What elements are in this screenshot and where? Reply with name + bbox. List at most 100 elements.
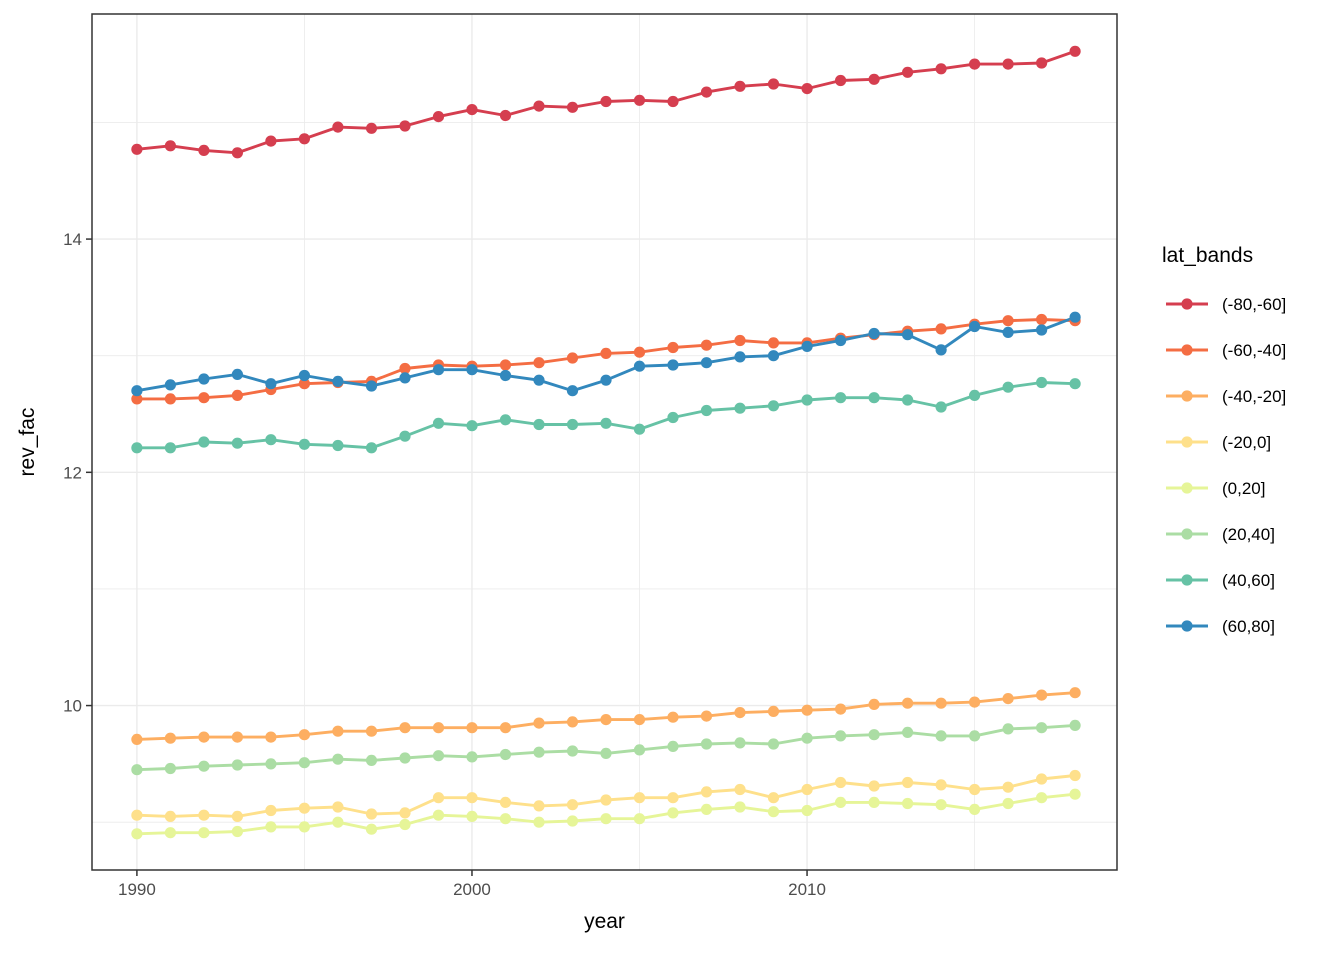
data-point (399, 818, 411, 831)
data-point (667, 411, 679, 424)
y-tick-label: 12 (63, 463, 82, 482)
data-point (902, 329, 914, 341)
data-point (198, 392, 210, 404)
data-point (332, 801, 344, 813)
legend-key-point-icon (1181, 620, 1193, 632)
data-point (801, 340, 813, 352)
data-point (231, 389, 243, 401)
data-point (734, 80, 746, 92)
data-point (332, 753, 344, 765)
data-point (432, 111, 445, 123)
data-point (600, 374, 612, 386)
data-point (935, 63, 947, 75)
data-point (902, 394, 914, 406)
data-point (667, 711, 679, 723)
data-point (466, 810, 478, 823)
data-point (432, 722, 445, 734)
data-point (969, 320, 981, 333)
data-point (801, 394, 813, 406)
data-point (499, 414, 512, 426)
data-point (835, 334, 847, 347)
data-point (1069, 788, 1081, 800)
data-point (700, 803, 713, 816)
legend-label: (-40,-20] (1222, 387, 1286, 406)
data-point (533, 357, 545, 369)
data-point (868, 327, 880, 340)
data-point (365, 754, 378, 767)
data-point (365, 725, 378, 737)
data-point (399, 362, 411, 375)
data-point (298, 802, 310, 814)
data-point (1036, 57, 1048, 69)
data-point (365, 442, 378, 454)
data-point (499, 109, 512, 122)
data-point (164, 762, 176, 775)
data-point (198, 373, 210, 385)
data-point (466, 792, 478, 804)
data-point (633, 360, 646, 372)
series-points (131, 45, 1081, 840)
legend-title: lat_bands (1162, 244, 1253, 267)
data-point (466, 420, 478, 432)
legend-item: (40,60] (1166, 571, 1275, 590)
data-point (131, 809, 143, 821)
data-point (1036, 324, 1048, 336)
data-point (700, 404, 713, 417)
legend-key-point-icon (1181, 298, 1193, 310)
data-point (835, 392, 847, 404)
panel-border (91, 13, 1118, 871)
data-point (868, 392, 880, 404)
data-point (533, 746, 545, 758)
data-point (667, 807, 679, 819)
data-point (231, 810, 243, 823)
legend-label: (20,40] (1222, 525, 1275, 544)
data-point (164, 810, 176, 823)
data-point (835, 703, 847, 715)
series-points-(-80,-60] (131, 45, 1081, 159)
legend-label: (0,20] (1222, 479, 1265, 498)
data-point (1069, 719, 1081, 732)
x-tick-label: 2010 (788, 880, 826, 899)
data-point (902, 697, 914, 709)
data-point (835, 796, 847, 809)
data-point (1002, 326, 1014, 338)
data-point (533, 418, 545, 431)
data-point (835, 74, 847, 87)
x-axis-title: year (584, 910, 625, 933)
data-point (767, 705, 780, 718)
data-point (1002, 693, 1014, 705)
data-point (265, 434, 277, 446)
data-point (868, 73, 880, 85)
data-point (734, 402, 746, 414)
legend-key-point-icon (1181, 390, 1193, 402)
legend-key-point-icon (1181, 436, 1193, 448)
data-point (868, 729, 880, 741)
data-point (734, 801, 746, 813)
data-point (1036, 792, 1048, 804)
legend-label: (-80,-60] (1222, 295, 1286, 314)
y-tick-label: 10 (63, 697, 82, 716)
data-point (969, 58, 981, 70)
data-point (198, 144, 210, 156)
data-point (131, 385, 143, 397)
data-point (1036, 773, 1048, 785)
data-point (131, 733, 143, 746)
data-point (633, 792, 646, 804)
data-point (969, 696, 981, 708)
data-point (131, 764, 143, 776)
data-point (667, 95, 679, 108)
data-point (667, 740, 679, 753)
data-point (1069, 378, 1081, 390)
data-point (466, 722, 478, 734)
data-point (399, 372, 411, 384)
data-point (298, 729, 310, 741)
series-points-(60,80] (131, 311, 1081, 397)
data-point (164, 393, 176, 405)
data-point (633, 423, 646, 435)
series-points-(-20,0] (131, 769, 1081, 823)
data-point (231, 368, 243, 380)
data-point (600, 747, 612, 760)
y-axis-title: rev_fac (16, 408, 39, 477)
data-point (700, 710, 713, 722)
